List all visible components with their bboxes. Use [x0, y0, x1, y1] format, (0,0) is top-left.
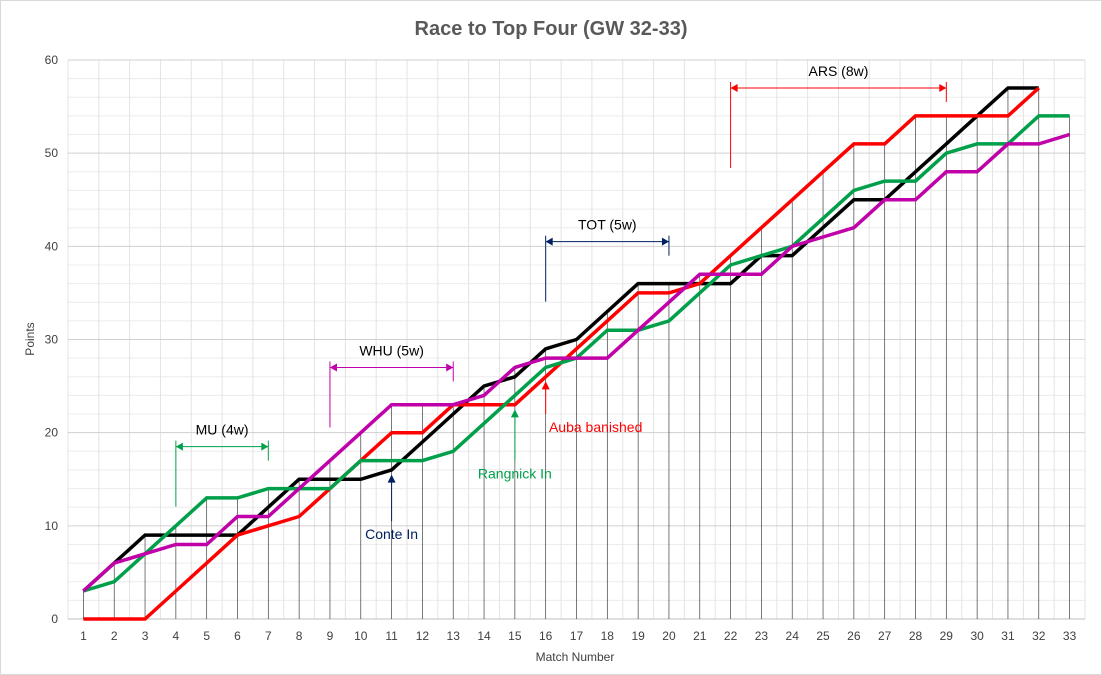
x-tick-label: 2 — [111, 629, 118, 643]
event-label: Rangnick In — [478, 466, 552, 482]
x-tick-label: 4 — [173, 629, 180, 643]
bracket-arrow-right — [939, 83, 947, 92]
x-tick-label: 24 — [786, 629, 800, 643]
x-tick-label: 19 — [631, 629, 645, 643]
bracket-annotation-3: ARS (8w) — [730, 63, 947, 168]
x-tick-label: 23 — [755, 629, 769, 643]
bracket-arrow-left — [175, 442, 183, 451]
x-tick-label: 22 — [724, 629, 738, 643]
x-tick-label: 18 — [601, 629, 615, 643]
chart-title: Race to Top Four (GW 32-33) — [415, 18, 688, 40]
x-tick-label: 20 — [662, 629, 676, 643]
x-tick-label: 13 — [447, 629, 461, 643]
event-label: Conte In — [365, 526, 418, 542]
event-arrow-head — [541, 381, 550, 390]
series-lines — [82, 86, 1071, 621]
y-tick-label: 30 — [45, 333, 59, 347]
bracket-label: WHU (5w) — [359, 342, 424, 358]
x-tick-label: 5 — [203, 629, 210, 643]
x-tick-label: 8 — [296, 629, 303, 643]
bracket-arrow-left — [730, 83, 738, 92]
event-annotation-0: Conte In — [365, 474, 418, 542]
x-tick-label: 11 — [385, 629, 398, 643]
bracket-arrow-left — [329, 363, 337, 372]
x-tick-label: 32 — [1032, 629, 1046, 643]
bracket-label: MU (4w) — [196, 422, 249, 438]
bracket-arrow-right — [261, 442, 269, 451]
bracket-annotation-1: WHU (5w) — [329, 342, 454, 428]
x-tick-label: 15 — [508, 629, 522, 643]
bracket-arrow-right — [661, 237, 669, 246]
x-tick-label: 10 — [354, 629, 368, 643]
bracket-label: TOT (5w) — [578, 217, 637, 233]
x-tick-label: 17 — [570, 629, 584, 643]
event-annotation-1: Rangnick In — [478, 409, 552, 482]
x-tick-label: 26 — [847, 629, 861, 643]
bracket-arrow-right — [446, 363, 454, 372]
x-tick-label: 31 — [1001, 629, 1015, 643]
series-line-0 — [82, 86, 1039, 593]
y-axis-title: Points — [23, 322, 37, 355]
bracket-label: ARS (8w) — [809, 63, 869, 79]
series-line-3 — [82, 132, 1071, 593]
x-tick-label: 27 — [878, 629, 892, 643]
bracket-annotation-0: MU (4w) — [175, 422, 269, 507]
event-label: Auba banished — [549, 419, 642, 435]
annotations: MU (4w) WHU (5w) TOT (5w) ARS (8w) Conte In R… — [175, 63, 947, 542]
x-tick-label: 21 — [693, 629, 707, 643]
x-tick-label: 14 — [477, 629, 491, 643]
y-tick-label: 0 — [51, 612, 58, 626]
event-arrow-head — [387, 474, 396, 483]
x-tick-label: 3 — [142, 629, 149, 643]
x-axis-title: Match Number — [536, 650, 615, 664]
y-tick-label: 60 — [45, 53, 59, 67]
y-tick-label: 50 — [45, 146, 59, 160]
x-tick-label: 33 — [1063, 629, 1077, 643]
x-tick-label: 7 — [265, 629, 272, 643]
y-tick-label: 20 — [45, 426, 59, 440]
x-tick-label: 29 — [940, 629, 954, 643]
event-annotation-2: Auba banished — [541, 381, 642, 435]
x-tick-label: 6 — [234, 629, 241, 643]
x-tick-label: 30 — [970, 629, 984, 643]
x-tick-label: 28 — [909, 629, 923, 643]
x-tick-label: 9 — [327, 629, 334, 643]
y-tick-label: 10 — [45, 519, 59, 533]
x-tick-label: 12 — [416, 629, 430, 643]
event-arrow-head — [510, 409, 519, 418]
drop-lines — [83, 87, 1070, 619]
x-tick-label: 16 — [539, 629, 553, 643]
x-tick-label: 25 — [816, 629, 830, 643]
y-tick-label: 40 — [45, 239, 59, 253]
bracket-annotation-2: TOT (5w) — [545, 217, 670, 302]
bracket-arrow-left — [545, 237, 553, 246]
x-tick-label: 1 — [80, 629, 87, 643]
